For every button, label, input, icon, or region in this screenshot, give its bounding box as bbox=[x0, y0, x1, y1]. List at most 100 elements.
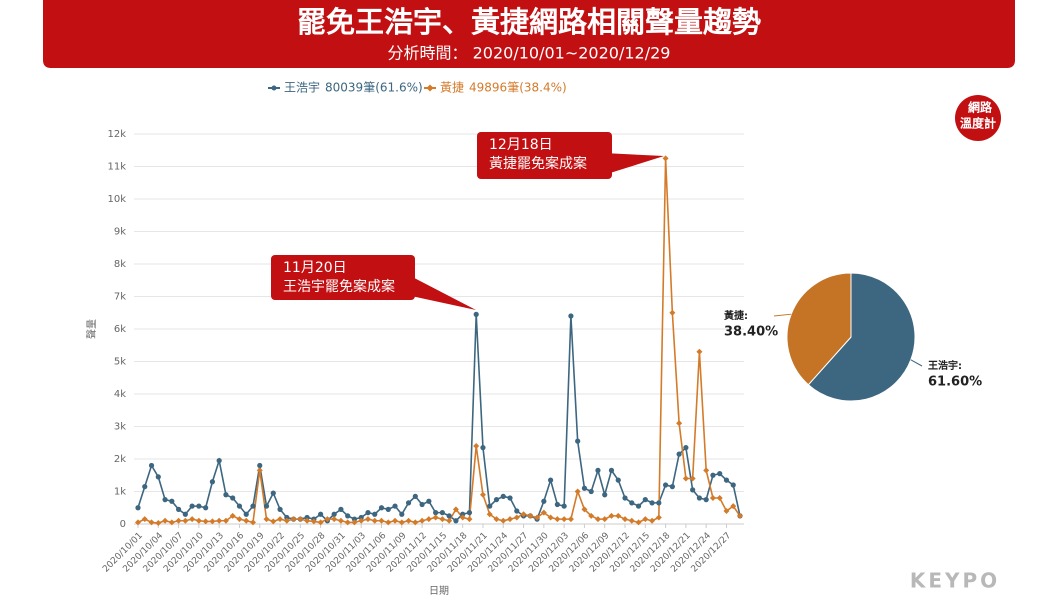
point bbox=[547, 514, 554, 521]
point bbox=[588, 512, 595, 519]
point bbox=[615, 477, 621, 483]
legend-note[interactable]: 49896筆(38.4%) bbox=[469, 81, 567, 95]
legend-marker bbox=[271, 85, 277, 91]
point bbox=[662, 482, 669, 488]
point bbox=[433, 510, 439, 516]
point bbox=[378, 517, 385, 524]
point bbox=[527, 512, 534, 519]
point bbox=[520, 511, 527, 518]
point bbox=[723, 477, 730, 483]
point bbox=[364, 516, 371, 523]
point bbox=[277, 516, 284, 523]
point bbox=[338, 506, 344, 512]
point bbox=[602, 492, 608, 498]
point bbox=[534, 514, 541, 521]
point bbox=[256, 467, 263, 474]
point bbox=[548, 477, 554, 483]
point bbox=[425, 516, 432, 523]
point bbox=[717, 471, 723, 477]
point bbox=[696, 348, 703, 355]
point bbox=[696, 495, 703, 501]
point bbox=[426, 498, 432, 504]
point bbox=[500, 517, 507, 524]
pie-leader bbox=[910, 359, 923, 367]
point bbox=[203, 505, 209, 511]
point bbox=[575, 438, 581, 444]
point bbox=[189, 516, 196, 523]
point bbox=[628, 517, 635, 524]
point bbox=[344, 519, 351, 526]
point bbox=[460, 511, 466, 517]
point bbox=[229, 512, 236, 519]
series-line bbox=[137, 158, 741, 524]
point bbox=[446, 513, 452, 519]
point bbox=[601, 516, 608, 523]
point bbox=[493, 516, 500, 523]
point bbox=[513, 514, 520, 521]
pie-leader bbox=[773, 313, 792, 317]
point bbox=[365, 510, 371, 516]
legend-label[interactable]: 王浩宇 bbox=[284, 81, 320, 95]
point bbox=[500, 493, 506, 499]
point bbox=[649, 517, 656, 524]
y-tick-label: 5k bbox=[114, 357, 126, 368]
point bbox=[622, 495, 628, 501]
point bbox=[655, 514, 662, 521]
point bbox=[669, 484, 675, 490]
pie-label: 王浩宇: bbox=[928, 359, 962, 372]
point bbox=[263, 503, 270, 509]
callout-text: 黃捷罷免案成案 bbox=[489, 155, 587, 172]
legend-note[interactable]: 80039筆(61.6%) bbox=[325, 81, 423, 95]
point bbox=[169, 498, 175, 504]
point bbox=[615, 512, 622, 519]
point bbox=[324, 516, 331, 523]
point bbox=[236, 503, 243, 509]
point bbox=[175, 517, 182, 524]
point bbox=[304, 514, 310, 521]
point bbox=[581, 485, 588, 491]
point bbox=[635, 519, 642, 526]
header-band bbox=[43, 0, 1015, 68]
page-subtitle: 分析時間： 2020/10/01~2020/12/29 bbox=[388, 44, 671, 63]
callout-pointer bbox=[606, 153, 664, 175]
point bbox=[662, 155, 669, 162]
point bbox=[466, 510, 473, 516]
point bbox=[412, 493, 418, 499]
y-tick-label: 11k bbox=[107, 162, 126, 173]
point bbox=[270, 518, 277, 525]
callout-pointer bbox=[409, 275, 476, 310]
point bbox=[249, 519, 256, 526]
point bbox=[486, 511, 493, 518]
legend-label[interactable]: 黃捷 bbox=[440, 81, 464, 95]
point bbox=[358, 514, 364, 521]
y-axis-label: 聲量 bbox=[85, 319, 98, 339]
point bbox=[162, 497, 168, 503]
point bbox=[222, 517, 229, 524]
point bbox=[209, 518, 216, 525]
point bbox=[168, 519, 175, 526]
logo-badge bbox=[955, 95, 1001, 141]
point bbox=[737, 512, 743, 519]
point bbox=[182, 517, 189, 524]
y-tick-label: 1k bbox=[114, 487, 126, 498]
point bbox=[452, 506, 459, 513]
point bbox=[385, 506, 391, 512]
y-tick-label: 3k bbox=[114, 422, 126, 433]
point bbox=[730, 482, 736, 488]
point bbox=[141, 516, 148, 523]
point bbox=[622, 516, 629, 523]
point bbox=[317, 519, 324, 526]
point bbox=[554, 501, 560, 508]
point bbox=[162, 517, 169, 524]
point bbox=[318, 511, 324, 517]
point bbox=[574, 488, 581, 495]
point bbox=[595, 467, 601, 473]
point bbox=[372, 511, 378, 517]
point bbox=[142, 484, 148, 490]
point bbox=[541, 498, 547, 504]
series-line bbox=[137, 314, 741, 522]
point bbox=[479, 491, 486, 498]
point bbox=[676, 420, 683, 427]
point bbox=[507, 516, 514, 523]
point bbox=[432, 514, 439, 521]
